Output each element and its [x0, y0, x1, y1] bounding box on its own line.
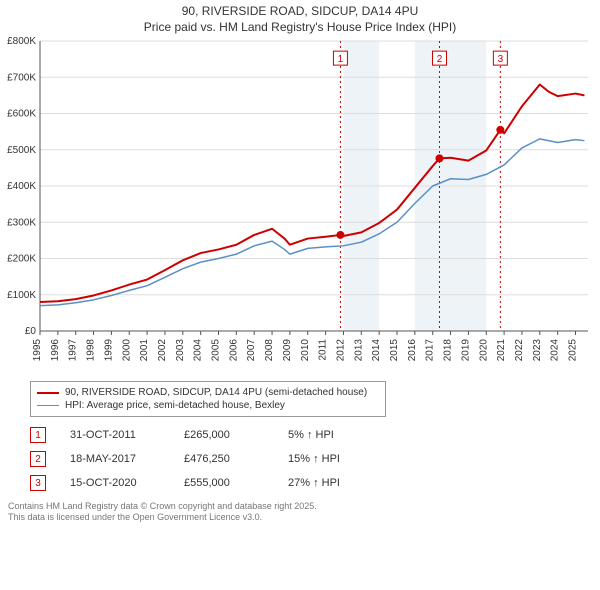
svg-text:2016: 2016 — [407, 339, 418, 362]
svg-text:2020: 2020 — [478, 339, 489, 362]
svg-text:2013: 2013 — [353, 339, 364, 362]
legend-swatch — [37, 405, 59, 406]
transaction-price: £555,000 — [184, 477, 264, 489]
svg-text:£400K: £400K — [7, 181, 36, 192]
footer-line2: This data is licensed under the Open Gov… — [8, 512, 592, 523]
footer-attribution: Contains HM Land Registry data © Crown c… — [8, 501, 592, 524]
svg-text:2001: 2001 — [139, 339, 150, 362]
svg-text:2019: 2019 — [460, 339, 471, 362]
transaction-date: 18-MAY-2017 — [70, 453, 160, 465]
svg-text:2007: 2007 — [246, 339, 257, 362]
transaction-delta: 5% ↑ HPI — [288, 429, 334, 441]
svg-text:2017: 2017 — [425, 339, 436, 362]
svg-text:1995: 1995 — [32, 339, 43, 362]
title-line1: 90, RIVERSIDE ROAD, SIDCUP, DA14 4PU — [0, 4, 600, 20]
legend-item: 90, RIVERSIDE ROAD, SIDCUP, DA14 4PU (se… — [37, 386, 379, 399]
svg-text:1998: 1998 — [86, 339, 97, 362]
svg-text:2003: 2003 — [175, 339, 186, 362]
transactions-table: 1 31-OCT-2011 £265,000 5% ↑ HPI 2 18-MAY-2017… — [30, 423, 592, 495]
legend-label: 90, RIVERSIDE ROAD, SIDCUP, DA14 4PU (se… — [65, 387, 367, 398]
svg-text:2023: 2023 — [532, 339, 543, 362]
svg-text:2014: 2014 — [371, 339, 382, 362]
svg-text:£800K: £800K — [7, 37, 36, 47]
svg-text:2009: 2009 — [282, 339, 293, 362]
transaction-price: £476,250 — [184, 453, 264, 465]
svg-text:£200K: £200K — [7, 254, 36, 265]
transaction-date: 31-OCT-2011 — [70, 429, 160, 441]
chart-title: 90, RIVERSIDE ROAD, SIDCUP, DA14 4PU Pri… — [0, 0, 600, 37]
svg-text:2006: 2006 — [228, 339, 239, 362]
transaction-price: £265,000 — [184, 429, 264, 441]
svg-text:2008: 2008 — [264, 339, 275, 362]
svg-text:£500K: £500K — [7, 145, 36, 156]
svg-text:£600K: £600K — [7, 109, 36, 120]
svg-text:2000: 2000 — [121, 339, 132, 362]
svg-text:2: 2 — [437, 54, 443, 65]
svg-text:2022: 2022 — [514, 339, 525, 362]
svg-text:2018: 2018 — [443, 339, 454, 362]
svg-text:£300K: £300K — [7, 217, 36, 228]
svg-text:£100K: £100K — [7, 290, 36, 301]
line-chart-svg: £0 £100K £200K £300K £400K £500K £600K £700K £80… — [0, 37, 600, 377]
transaction-marker: 3 — [30, 475, 46, 491]
svg-text:2021: 2021 — [496, 339, 507, 362]
svg-text:2010: 2010 — [300, 339, 311, 362]
svg-text:2012: 2012 — [335, 339, 346, 362]
transaction-delta: 15% ↑ HPI — [288, 453, 340, 465]
transaction-row: 2 18-MAY-2017 £476,250 15% ↑ HPI — [30, 447, 592, 471]
svg-text:£0: £0 — [25, 326, 37, 337]
svg-text:1996: 1996 — [50, 339, 61, 362]
transaction-marker: 1 — [30, 427, 46, 443]
svg-text:2002: 2002 — [157, 339, 168, 362]
svg-text:1997: 1997 — [68, 339, 79, 362]
svg-text:2024: 2024 — [550, 339, 561, 362]
svg-text:2025: 2025 — [568, 339, 579, 362]
svg-text:1999: 1999 — [103, 339, 114, 362]
svg-text:2011: 2011 — [318, 339, 329, 361]
svg-text:1: 1 — [338, 54, 344, 65]
legend-item: HPI: Average price, semi-detached house,… — [37, 399, 379, 412]
transaction-row: 1 31-OCT-2011 £265,000 5% ↑ HPI — [30, 423, 592, 447]
svg-text:2015: 2015 — [389, 339, 400, 362]
svg-text:2005: 2005 — [211, 339, 222, 362]
svg-text:3: 3 — [498, 54, 504, 65]
chart-area: £0 £100K £200K £300K £400K £500K £600K £700K £80… — [0, 37, 600, 377]
transaction-marker: 2 — [30, 451, 46, 467]
transaction-date: 15-OCT-2020 — [70, 477, 160, 489]
transaction-delta: 27% ↑ HPI — [288, 477, 340, 489]
legend-swatch — [37, 392, 59, 394]
transaction-row: 3 15-OCT-2020 £555,000 27% ↑ HPI — [30, 471, 592, 495]
title-line2: Price paid vs. HM Land Registry's House … — [0, 20, 600, 36]
legend-box: 90, RIVERSIDE ROAD, SIDCUP, DA14 4PU (se… — [30, 381, 386, 417]
svg-text:2004: 2004 — [193, 339, 204, 362]
legend-label: HPI: Average price, semi-detached house,… — [65, 400, 285, 411]
svg-text:£700K: £700K — [7, 72, 36, 83]
footer-line1: Contains HM Land Registry data © Crown c… — [8, 501, 592, 512]
